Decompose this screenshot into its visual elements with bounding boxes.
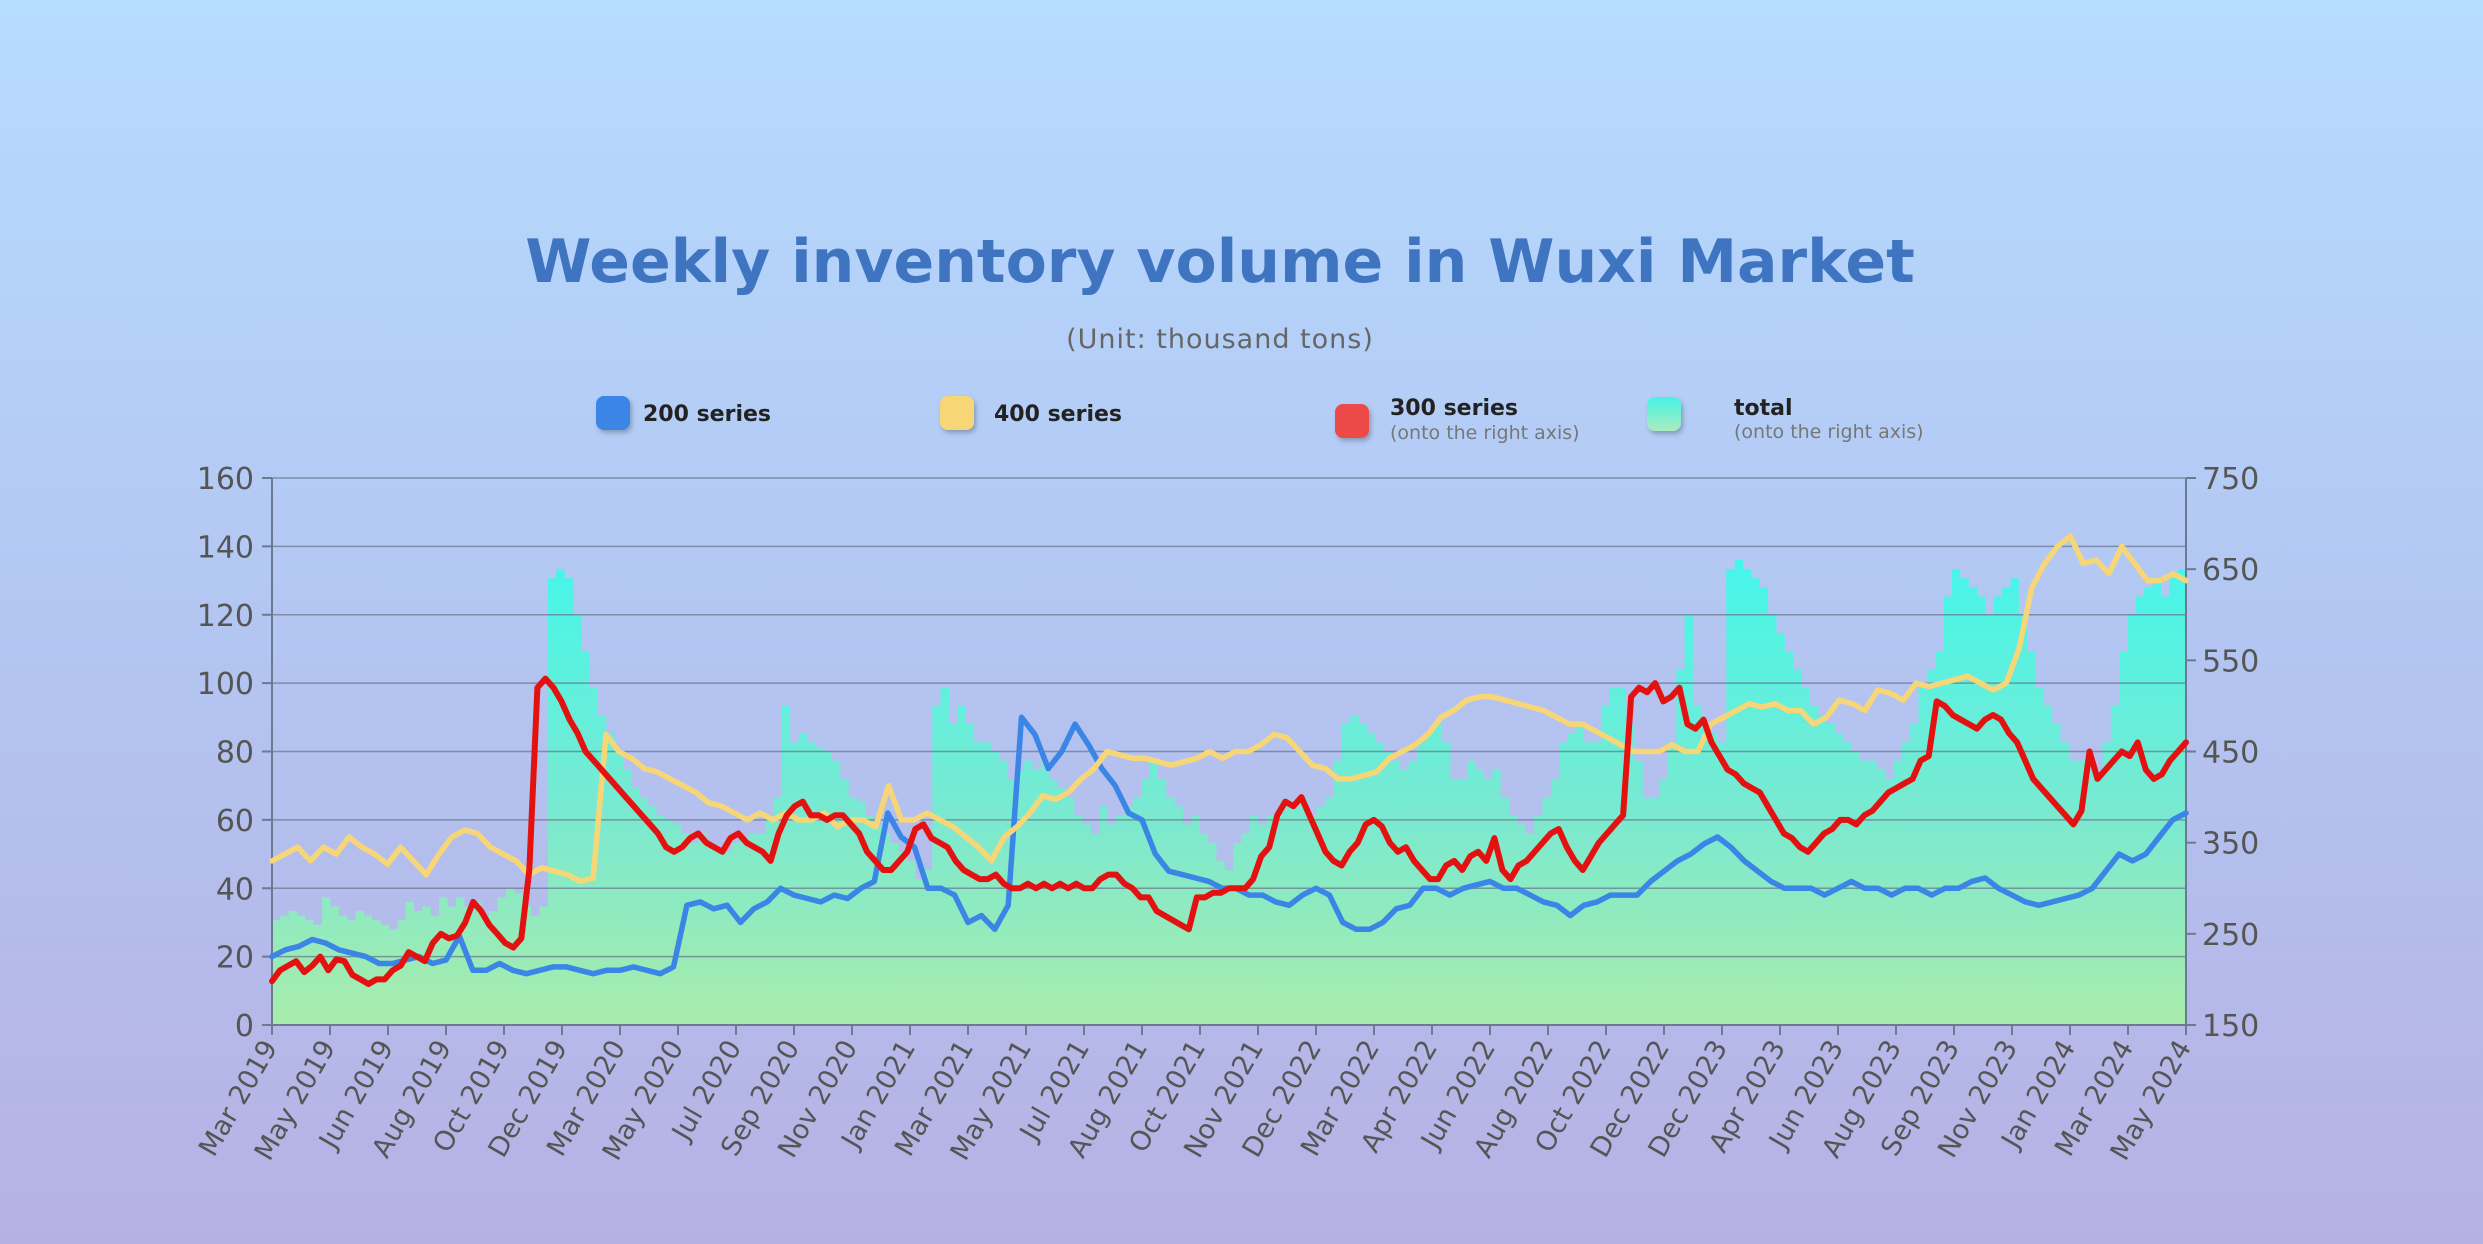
legend-swatch-300-series [1335, 404, 1369, 438]
y-left-tick-label: 160 [197, 462, 254, 497]
y-left-tick-label: 120 [197, 599, 254, 634]
legend-note-total: (onto the right axis) [1734, 421, 1924, 443]
line-300-series [269, 675, 2189, 987]
y-right-tick-label: 650 [2202, 553, 2259, 588]
legend-label-200-series: 200 series [643, 402, 771, 427]
legend-label-total: total [1734, 396, 1793, 421]
y-left-tick-label: 60 [216, 804, 254, 839]
legend-swatch-400-series [940, 396, 974, 430]
y-right-tick-label: 450 [2202, 736, 2259, 771]
y-right-tick-label: 350 [2202, 827, 2259, 862]
line-400-series [269, 533, 2189, 885]
y-right-tick-label: 750 [2202, 462, 2259, 497]
y-left-tick-label: 100 [197, 667, 254, 702]
legend-note-300-series: (onto the right axis) [1390, 422, 1580, 444]
y-right-tick-label: 250 [2202, 918, 2259, 953]
plot-area: 0 20 40 60 80 100 120 140 160 150 250 350 450 550 650 7… [193, 462, 2259, 1166]
y-left-tick-label: 0 [235, 1009, 254, 1044]
y-left-tick-label: 20 [216, 941, 254, 976]
legend-swatch-total [1647, 397, 1681, 431]
legend: 200 series 400 series 300 series (onto t… [596, 396, 1924, 444]
y-right-tick-label: 150 [2202, 1009, 2259, 1044]
chart-title: Weekly inventory volume in Wuxi Market [525, 227, 1915, 297]
y-right-tick-label: 550 [2202, 644, 2259, 679]
y-left-tick-label: 40 [216, 872, 254, 907]
area-total [272, 560, 2186, 1025]
legend-label-300-series: 300 series [1390, 396, 1518, 421]
legend-swatch-200-series [596, 396, 630, 430]
legend-label-400-series: 400 series [994, 402, 1122, 427]
y-left-tick-label: 80 [216, 736, 254, 771]
chart-subtitle: (Unit: thousand tons) [1066, 324, 1374, 355]
y-left-tick-label: 140 [197, 530, 254, 565]
